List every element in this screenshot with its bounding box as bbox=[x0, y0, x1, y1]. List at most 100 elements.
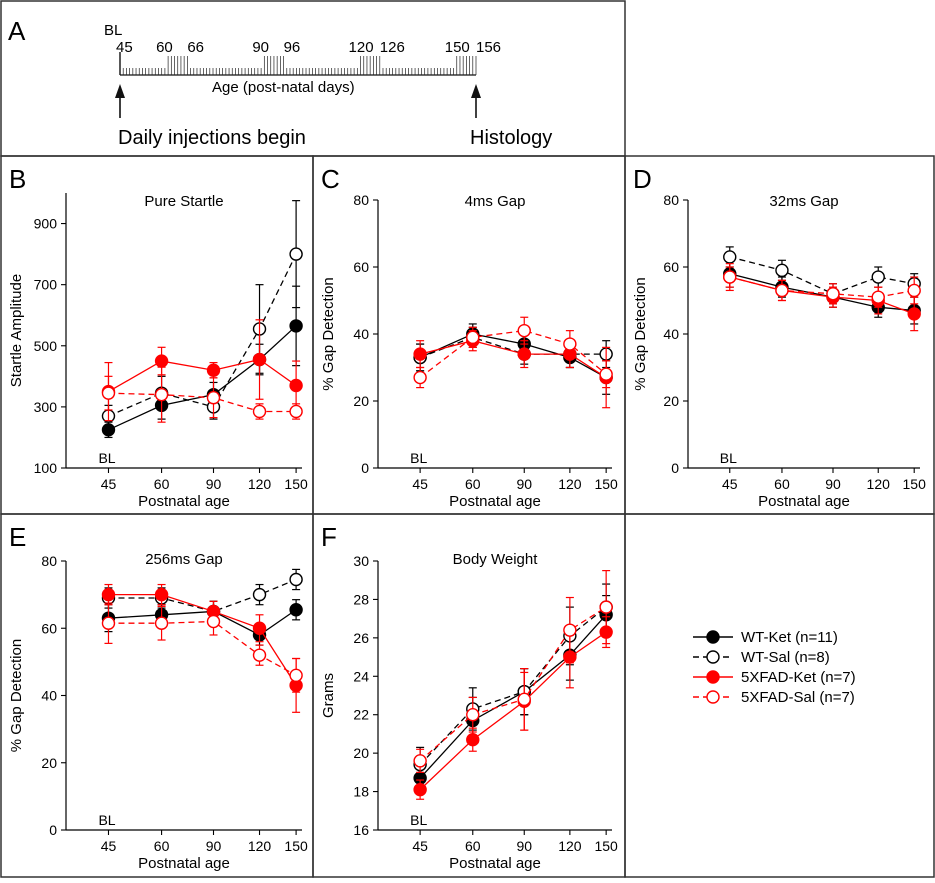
y-tick-label: 40 bbox=[353, 326, 369, 342]
y-tick-label: 24 bbox=[353, 668, 369, 684]
baseline-label: BL bbox=[98, 812, 115, 828]
data-point bbox=[289, 603, 303, 617]
timeline-tick-label: 156 bbox=[476, 39, 501, 56]
y-tick-label: 40 bbox=[41, 688, 57, 704]
data-point bbox=[154, 587, 169, 602]
timeline-bl-label: BL bbox=[104, 22, 122, 39]
baseline-label: BL bbox=[720, 450, 737, 466]
baseline-label: BL bbox=[410, 450, 427, 466]
data-point bbox=[101, 386, 116, 400]
timeline-tick-label: 66 bbox=[187, 39, 204, 56]
x-tick-label: 60 bbox=[465, 838, 481, 854]
series-line bbox=[108, 253, 297, 417]
y-tick-label: 60 bbox=[41, 620, 57, 636]
y-tick-label: 500 bbox=[34, 338, 58, 354]
timeline-tick-label: 45 bbox=[116, 39, 133, 56]
data-point bbox=[154, 616, 169, 630]
series-fad-ket bbox=[101, 583, 303, 713]
series-line bbox=[419, 631, 607, 791]
y-tick-label: 26 bbox=[353, 630, 369, 646]
panel-letter: D bbox=[633, 164, 652, 194]
x-tick-label: 120 bbox=[248, 838, 272, 854]
timeline-panel: A BL 45 60 66 90 96 120 126 150 156 Age (post-na… bbox=[8, 16, 552, 149]
series-line bbox=[419, 614, 607, 779]
timeline-tick-labels: 45 60 66 90 96 120 126 150 156 bbox=[116, 39, 501, 56]
data-point bbox=[289, 668, 303, 683]
data-point bbox=[413, 370, 427, 385]
legend-item: 5XFAD-Sal (n=7) bbox=[693, 689, 855, 706]
y-tick-label: 20 bbox=[663, 393, 679, 409]
arrow-up-icon bbox=[471, 84, 481, 98]
x-tick-label: 90 bbox=[516, 838, 532, 854]
data-point bbox=[599, 600, 613, 614]
x-tick-label: 120 bbox=[248, 476, 272, 492]
chart-panel-c: C 4ms Gap 0 20 40 60 80 45 60 90 120 150 BL Postnatal… bbox=[320, 164, 618, 510]
data-point bbox=[154, 387, 169, 402]
chart-panel-f: F Body Weight 16 18 20 22 24 26 28 30 45 60 90 120 150… bbox=[320, 522, 618, 872]
data-point bbox=[723, 250, 737, 264]
data-point bbox=[466, 732, 480, 747]
series-line bbox=[419, 606, 607, 762]
data-point bbox=[101, 616, 116, 630]
series-fad-sal bbox=[723, 266, 921, 308]
data-point bbox=[101, 587, 116, 602]
y-axis-label: % Gap Detection bbox=[632, 277, 649, 390]
data-point bbox=[206, 614, 221, 629]
series-line bbox=[108, 358, 297, 393]
data-point bbox=[517, 692, 531, 707]
panel-letter: F bbox=[321, 522, 337, 552]
x-tick-label: 150 bbox=[903, 476, 927, 492]
data-point bbox=[563, 623, 577, 637]
x-tick-label: 150 bbox=[284, 476, 308, 492]
baseline-label: BL bbox=[410, 812, 427, 828]
x-tick-label: 90 bbox=[206, 476, 222, 492]
series-fad-ket bbox=[101, 319, 303, 422]
x-tick-label: 60 bbox=[465, 476, 481, 492]
series-line bbox=[419, 329, 607, 379]
legend: WT-Ket (n=11) WT-Sal (n=8) 5XFAD-Ket (n=7)… bbox=[693, 629, 856, 706]
chart-panel-d: D 32ms Gap 0 20 40 60 80 45 60 90 120 150 BL Postnata… bbox=[632, 164, 926, 510]
y-tick-label: 900 bbox=[34, 216, 58, 232]
y-tick-label: 0 bbox=[361, 460, 369, 476]
x-tick-label: 150 bbox=[284, 838, 308, 854]
timeline-tick-label: 90 bbox=[252, 39, 269, 56]
series-wt-sal bbox=[101, 568, 303, 623]
baseline-label: BL bbox=[98, 450, 115, 466]
x-tick-label: 60 bbox=[774, 476, 790, 492]
y-tick-label: 28 bbox=[353, 591, 369, 607]
x-axis-label: Postnatal age bbox=[449, 493, 541, 510]
data-point bbox=[252, 648, 267, 662]
data-point bbox=[252, 587, 267, 602]
injection-start-label: Daily injections begin bbox=[118, 127, 306, 149]
series-wt-ket bbox=[101, 285, 303, 439]
y-tick-label: 700 bbox=[34, 277, 58, 293]
frame-legend bbox=[624, 513, 935, 878]
legend-marker bbox=[706, 690, 720, 704]
panel-letter-a: A bbox=[8, 16, 26, 46]
data-point bbox=[413, 347, 427, 361]
x-axis-label: Postnatal age bbox=[449, 855, 541, 872]
data-point bbox=[907, 283, 921, 298]
panel-letter: C bbox=[321, 164, 340, 194]
x-tick-label: 45 bbox=[101, 476, 117, 492]
series-fad-ket bbox=[723, 263, 921, 332]
series-wt-sal bbox=[101, 200, 303, 428]
x-tick-label: 60 bbox=[154, 838, 170, 854]
series-line bbox=[729, 256, 915, 295]
data-point bbox=[289, 572, 303, 587]
y-tick-label: 20 bbox=[41, 755, 57, 771]
series-line bbox=[108, 392, 297, 413]
data-point bbox=[252, 352, 267, 367]
timeline-tick-label: 120 bbox=[349, 39, 374, 56]
series-line bbox=[108, 325, 297, 431]
x-axis-label: Postnatal age bbox=[138, 855, 230, 872]
y-tick-label: 80 bbox=[663, 192, 679, 208]
data-point bbox=[871, 290, 885, 304]
data-point bbox=[252, 621, 267, 635]
y-tick-label: 30 bbox=[353, 553, 369, 569]
y-axis-label: Startle Amplitude bbox=[8, 274, 25, 387]
data-point bbox=[723, 270, 737, 284]
